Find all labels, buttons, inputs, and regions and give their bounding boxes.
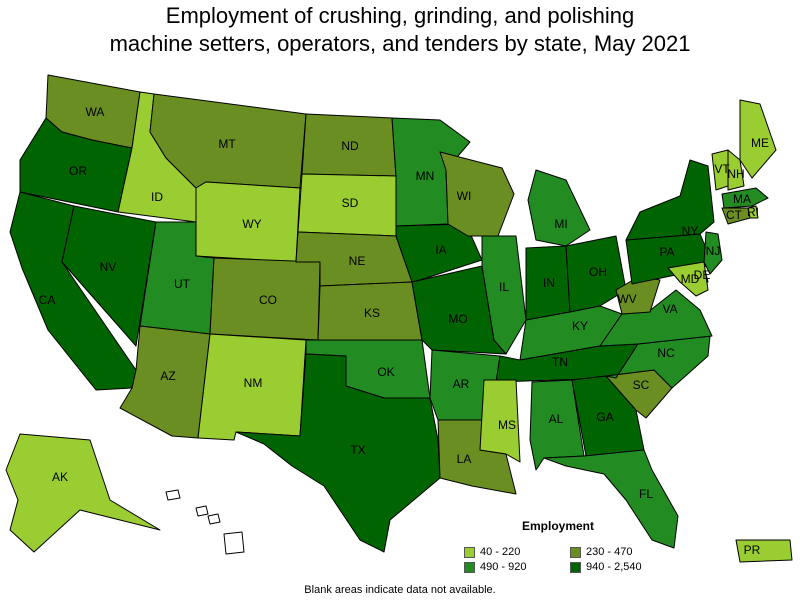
state-label-ky: KY xyxy=(572,319,588,333)
state-label-ms: MS xyxy=(498,418,516,432)
state-label-al: AL xyxy=(549,412,564,426)
state-ny xyxy=(625,159,715,241)
state-label-nc: NC xyxy=(657,346,675,360)
legend-label-1: 40 - 220 xyxy=(480,546,521,558)
state-nj xyxy=(703,231,723,275)
state-label-ne: NE xyxy=(349,254,366,268)
state-md xyxy=(667,261,709,297)
legend-label-2: 230 - 470 xyxy=(586,546,633,558)
map-title: Employment of crushing, grinding, and po… xyxy=(0,2,800,58)
state-label-ut: UT xyxy=(174,277,191,291)
state-label-ia: IA xyxy=(435,243,446,257)
state-label-ga: GA xyxy=(596,410,613,424)
state-label-ak: AK xyxy=(52,470,68,484)
state-label-oh: OH xyxy=(589,265,607,279)
legend-swatch-4 xyxy=(570,561,581,573)
state-label-nj: NJ xyxy=(706,244,721,258)
state-label-ar: AR xyxy=(453,377,470,391)
state-ms xyxy=(479,379,521,463)
state-nh xyxy=(727,149,745,191)
state-ma xyxy=(721,187,769,209)
legend-item-3: 490 - 920 xyxy=(464,561,526,573)
state-label-in: IN xyxy=(543,276,555,290)
state-label-wy: WY xyxy=(242,217,261,231)
state-wi xyxy=(439,151,515,237)
state-label-pa: PA xyxy=(659,245,674,259)
state-il xyxy=(481,235,527,355)
state-me xyxy=(739,99,777,179)
legend-item-1: 40 - 220 xyxy=(464,546,520,558)
state-pr xyxy=(735,539,793,563)
legend-swatch-1 xyxy=(464,546,475,558)
state-label-me: ME xyxy=(751,136,769,150)
state-label-md: MD xyxy=(681,272,700,286)
state-label-ca: CA xyxy=(39,293,56,307)
legend-item-2: 230 - 470 xyxy=(570,546,632,558)
legend-title: Employment xyxy=(522,519,595,533)
legend-swatch-2 xyxy=(570,546,581,558)
legend-item-4: 940 - 2,540 xyxy=(570,561,642,573)
state-label-il: IL xyxy=(499,280,509,294)
footnote: Blank areas indicate data not available. xyxy=(304,584,496,596)
state-hi xyxy=(165,489,245,555)
state-label-sd: SD xyxy=(342,196,359,210)
state-label-co: CO xyxy=(259,293,277,307)
state-label-ct: CT xyxy=(726,208,743,222)
legend-swatch-3 xyxy=(464,561,475,573)
state-label-ny: NY xyxy=(682,224,699,238)
state-label-wi: WI xyxy=(457,189,472,203)
state-ct xyxy=(721,207,751,225)
state-nv xyxy=(61,205,157,347)
state-label-mt: MT xyxy=(218,137,236,151)
state-label-nv: NV xyxy=(100,260,117,274)
state-label-nm: NM xyxy=(244,376,263,390)
state-label-id: ID xyxy=(151,190,163,204)
state-label-vt: VT xyxy=(714,162,730,176)
state-label-sc: SC xyxy=(633,378,650,392)
map-title-line2: machine setters, operators, and tenders … xyxy=(109,31,691,56)
legend-label-3: 490 - 920 xyxy=(480,561,527,573)
state-label-az: AZ xyxy=(160,369,175,383)
state-label-la: LA xyxy=(457,452,472,466)
state-label-ok: OK xyxy=(377,365,394,379)
state-label-wv: WV xyxy=(617,292,636,306)
state-label-ks: KS xyxy=(364,306,380,320)
state-label-wa: WA xyxy=(86,105,105,119)
state-label-nh: NH xyxy=(727,167,744,181)
state-label-tx: TX xyxy=(350,443,365,457)
state-label-va: VA xyxy=(662,302,677,316)
state-label-mn: MN xyxy=(416,169,435,183)
state-label-or: OR xyxy=(69,164,87,178)
state-tx xyxy=(235,353,441,553)
state-ak xyxy=(5,433,161,553)
state-label-mo: MO xyxy=(448,312,467,326)
state-label-ma: MA xyxy=(733,192,751,206)
state-fl xyxy=(543,449,679,549)
legend-label-4: 940 - 2,540 xyxy=(586,561,642,573)
state-oh xyxy=(565,235,627,313)
state-label-pr: PR xyxy=(744,543,761,557)
state-label-nd: ND xyxy=(341,139,359,153)
state-label-fl: FL xyxy=(639,487,653,501)
state-label-mi: MI xyxy=(554,217,567,231)
map-title-line1: Employment of crushing, grinding, and po… xyxy=(165,3,635,28)
state-label-tn: TN xyxy=(552,355,568,369)
state-ga xyxy=(571,375,645,457)
state-mi xyxy=(527,169,591,247)
state-label-ri: RI xyxy=(747,205,759,219)
state-label-de: DE xyxy=(694,268,711,282)
